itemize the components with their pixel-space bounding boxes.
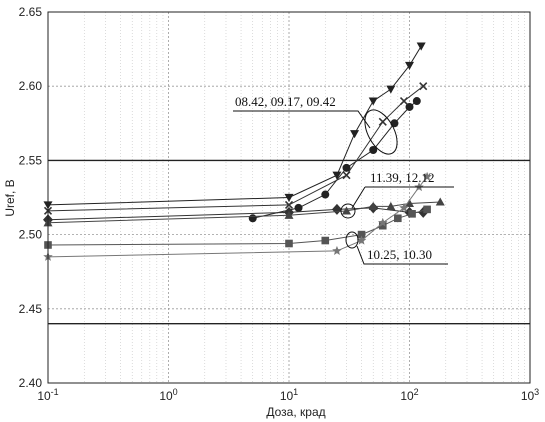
x-tick-label: 101	[280, 387, 298, 403]
annotation-group-1: 08.42, 09.17, 09.42	[233, 94, 398, 155]
data-point-triangle-up	[341, 206, 351, 215]
data-point-star	[422, 171, 432, 181]
x-tick-label: 10-1	[37, 387, 58, 403]
data-point-circle	[369, 146, 378, 155]
y-tick-label: 2.65	[19, 5, 43, 19]
x-tick-label: 103	[521, 387, 539, 403]
data-point-star	[332, 245, 342, 255]
series-layer	[43, 42, 445, 261]
data-point-circle	[248, 214, 257, 223]
data-point-square	[408, 210, 416, 218]
annotation-ellipse-1	[364, 109, 398, 155]
data-point-triangle-down	[332, 171, 342, 180]
annotation-leader-3	[356, 245, 448, 265]
data-point-triangle-down	[416, 42, 426, 51]
data-point-star	[378, 217, 388, 227]
data-point-square	[321, 236, 330, 245]
data-point-star	[356, 235, 367, 245]
data-point-circle	[412, 97, 421, 106]
series-circle	[248, 97, 421, 223]
annotation-ellipse-2	[340, 203, 356, 219]
data-point-triangle-down	[368, 97, 378, 106]
annotation-label-1: 08.42, 09.17, 09.42	[235, 94, 336, 109]
data-point-x	[342, 171, 351, 180]
data-point-triangle-up	[435, 197, 445, 206]
y-tick-label: 2.60	[19, 79, 43, 93]
annotation-label-3: 10.25, 10.30	[367, 247, 432, 262]
y-tick-label: 2.50	[19, 228, 43, 242]
y-tick-label: 2.40	[19, 376, 43, 390]
series-triangle-down	[43, 42, 426, 210]
series-triangle-up	[43, 197, 445, 227]
data-point-square	[357, 230, 366, 239]
annotation-group-3: 10.25, 10.30	[345, 231, 448, 265]
data-point-x	[284, 200, 294, 209]
series-line	[47, 45, 422, 206]
data-point-square	[394, 214, 402, 223]
data-point-triangle-up	[284, 210, 294, 219]
data-point-square	[285, 239, 293, 248]
reference-lines	[48, 159, 530, 325]
data-point-triangle-down	[350, 130, 360, 139]
y-axis-title: Uref, В	[3, 179, 17, 216]
annotation-leader-2b	[351, 186, 366, 209]
data-point-triangle-down	[284, 193, 294, 202]
annotation-ellipse-3	[345, 231, 359, 249]
y-tick-labels: 2.40 2.45 2.50 2.55 2.60 2.65	[19, 5, 43, 390]
annotation-label-2: 11.39, 12.12	[370, 170, 435, 185]
data-point-circle	[390, 119, 399, 128]
y-tick-label: 2.45	[19, 302, 43, 316]
data-point-x	[399, 96, 409, 106]
x-tick-label: 100	[159, 387, 177, 403]
data-point-triangle-up	[386, 201, 396, 211]
annotation-group-2: 11.39, 12.12	[340, 170, 454, 219]
data-point-triangle-down	[386, 85, 396, 94]
data-point-circle	[405, 102, 414, 111]
plot-frame	[47, 11, 531, 384]
data-point-square	[378, 221, 387, 230]
x-tick-label: 102	[400, 387, 418, 403]
data-point-circle	[342, 163, 351, 172]
y-tick-label: 2.55	[19, 153, 43, 167]
annotation-leader-1	[233, 110, 371, 129]
data-point-circle	[321, 190, 330, 199]
data-point-square	[423, 205, 431, 214]
data-point-star	[399, 202, 409, 212]
data-point-triangle-up	[368, 201, 378, 211]
data-point-triangle-down	[405, 61, 414, 70]
x-tick-labels: 10-1 100 101 102 103	[37, 387, 539, 403]
data-point-circle	[294, 203, 303, 212]
x-axis-title: Доза, крад	[266, 405, 325, 419]
data-point-triangle-up	[405, 198, 414, 208]
data-point-x	[419, 82, 428, 91]
data-point-x	[378, 117, 387, 126]
